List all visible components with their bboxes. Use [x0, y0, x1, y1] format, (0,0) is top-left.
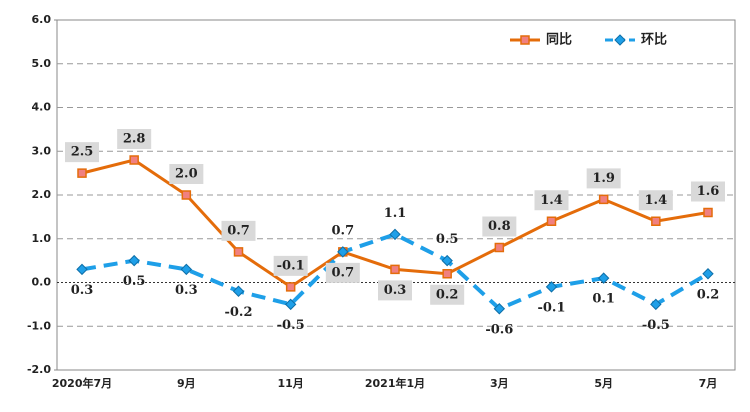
value-label: 2.5: [71, 145, 94, 160]
y-tick-label: 6.0: [32, 13, 52, 26]
x-tick-label: 5月: [594, 377, 613, 390]
marker: [493, 303, 506, 315]
marker: [545, 281, 558, 293]
marker: [702, 268, 714, 280]
marker: [77, 168, 87, 178]
x-tick-label: 2020年7月: [52, 376, 112, 390]
value-label: 0.3: [71, 283, 94, 298]
x-tick-label: 3月: [490, 377, 509, 390]
marker: [703, 207, 713, 218]
value-label: -0.1: [277, 258, 305, 273]
value-label-bg: [169, 164, 204, 184]
marker: [233, 247, 244, 257]
y-tick-label: 0.0: [32, 276, 52, 289]
marker: [128, 254, 140, 267]
value-label: 2.0: [175, 167, 198, 182]
y-tick-label: -2.0: [27, 363, 51, 376]
legend-label: 同比: [546, 32, 572, 48]
marker: [181, 190, 192, 200]
marker: [441, 254, 453, 267]
marker: [651, 216, 661, 226]
value-label-bg: [65, 142, 99, 163]
marker: [337, 246, 349, 258]
legend-label: 环比: [641, 32, 667, 48]
value-label: 0.7: [227, 223, 250, 238]
value-label-bg: [534, 190, 569, 211]
value-label: 0.2: [697, 287, 720, 302]
x-tick-label: 2021年1月: [365, 376, 425, 390]
value-label-bg: [221, 220, 256, 241]
marker: [598, 194, 609, 205]
value-label: 0.7: [332, 223, 355, 238]
marker: [494, 242, 505, 253]
value-label-bg: [482, 216, 517, 237]
value-label: 0.5: [436, 232, 459, 247]
marker: [389, 228, 401, 241]
marker: [232, 285, 245, 297]
value-label: -0.6: [485, 322, 513, 337]
x-tick-label: 9月: [177, 377, 196, 390]
value-label: 0.7: [332, 265, 355, 280]
y-tick-label: 1.0: [32, 232, 52, 245]
x-tick-label: 11月: [278, 377, 304, 390]
value-label: 0.3: [175, 283, 198, 298]
y-tick-label: -1.0: [27, 319, 51, 332]
value-label: 1.9: [592, 171, 615, 186]
value-label: 1.4: [645, 193, 668, 208]
value-label: -0.5: [642, 318, 670, 333]
value-label: 0.2: [436, 287, 459, 302]
marker: [180, 263, 193, 276]
marker: [285, 282, 296, 292]
value-label: 0.5: [123, 274, 146, 289]
value-label: 1.1: [384, 206, 407, 221]
marker: [284, 298, 297, 311]
value-label: 2.8: [123, 132, 146, 147]
marker: [546, 216, 557, 226]
marker: [76, 263, 88, 276]
y-tick-label: 4.0: [32, 101, 52, 114]
legend-marker: [614, 34, 626, 46]
marker: [597, 272, 610, 284]
marker: [650, 298, 662, 311]
value-label-bg: [325, 262, 360, 283]
y-tick-label: 2.0: [32, 188, 52, 201]
marker: [390, 264, 400, 275]
x-tick-label: 7月: [699, 377, 718, 390]
value-label-bg: [273, 255, 308, 276]
value-label: 0.3: [384, 283, 407, 298]
value-label: -0.1: [537, 300, 565, 315]
value-label: 0.1: [592, 292, 615, 307]
legend-marker: [520, 35, 530, 45]
value-label-bg: [638, 190, 673, 211]
marker: [442, 269, 452, 279]
value-label-bg: [430, 284, 465, 305]
value-label-bg: [378, 280, 412, 301]
marker: [129, 155, 139, 165]
value-label: -0.2: [224, 305, 252, 320]
y-tick-label: 5.0: [32, 57, 52, 70]
value-label: 1.6: [697, 184, 720, 199]
value-label: 1.4: [540, 193, 563, 208]
value-label-bg: [117, 129, 152, 149]
value-label-bg: [586, 168, 621, 189]
value-label: 0.8: [488, 219, 511, 234]
value-label: -0.5: [277, 318, 305, 333]
y-tick-label: 3.0: [32, 144, 52, 157]
value-label-bg: [691, 181, 725, 202]
